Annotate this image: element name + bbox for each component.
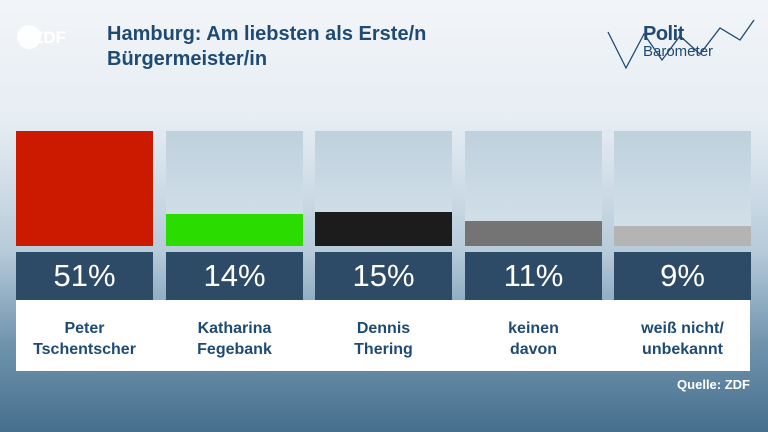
category-label: Katharina Fegebank [160, 318, 310, 360]
bar-track [16, 131, 153, 246]
category-label-line: Dennis [356, 320, 411, 337]
bar [315, 212, 452, 246]
category-label-line: unbekannt [642, 341, 723, 358]
bar [614, 225, 751, 246]
bar [465, 221, 602, 246]
bar-value-label: 9% [614, 252, 751, 300]
bar [166, 214, 303, 246]
category-label-line: keinen [508, 320, 559, 337]
bar-value-label: 15% [315, 252, 452, 300]
category-label: Dennis Thering [309, 318, 459, 360]
category-label-line: Peter [64, 320, 105, 337]
zdf-logo: ZDF [17, 25, 66, 49]
category-label-band [16, 300, 750, 371]
bar-track [166, 131, 303, 246]
politbarometer-logo-graphic [607, 19, 755, 70]
category-label: Peter Tschentscher [10, 318, 160, 360]
category-label-line: Tschentscher [33, 341, 136, 358]
bar-track [315, 131, 452, 246]
category-label-line: weiß nicht/ [641, 320, 724, 337]
source-note: Quelle: ZDF [677, 377, 750, 392]
category-label-line: Fegebank [197, 341, 272, 358]
brand-line-2: Barometer [643, 43, 714, 60]
category-label-line: davon [509, 341, 558, 358]
category-label: weiß nicht/unbekannt [608, 318, 758, 360]
bar-value-label: 11% [465, 252, 602, 300]
page-title: Hamburg: Am liebsten als Erste/n Bürgerm… [107, 22, 547, 72]
bar-track [465, 131, 602, 246]
zdf-logo-text: ZDF [33, 28, 66, 47]
title-line-1: Hamburg: Am liebsten als Erste/n [107, 23, 427, 45]
bar-chart: 51% Peter Tschentscher 14% Katharina Fegebank… [16, 131, 751, 371]
category-label-line: Katharina [197, 320, 272, 337]
bar-value-label: 14% [166, 252, 303, 300]
bar-value-label: 51% [16, 252, 153, 300]
category-label-line: Thering [354, 341, 413, 358]
brand-line-1: Polit [643, 23, 684, 45]
bar [16, 131, 153, 246]
title-line-2: Bürgermeister/in [107, 48, 268, 70]
bar-track [614, 131, 751, 246]
category-label: keinen davon [459, 318, 609, 360]
politbarometer-logo: Polit Barometer [643, 24, 713, 60]
